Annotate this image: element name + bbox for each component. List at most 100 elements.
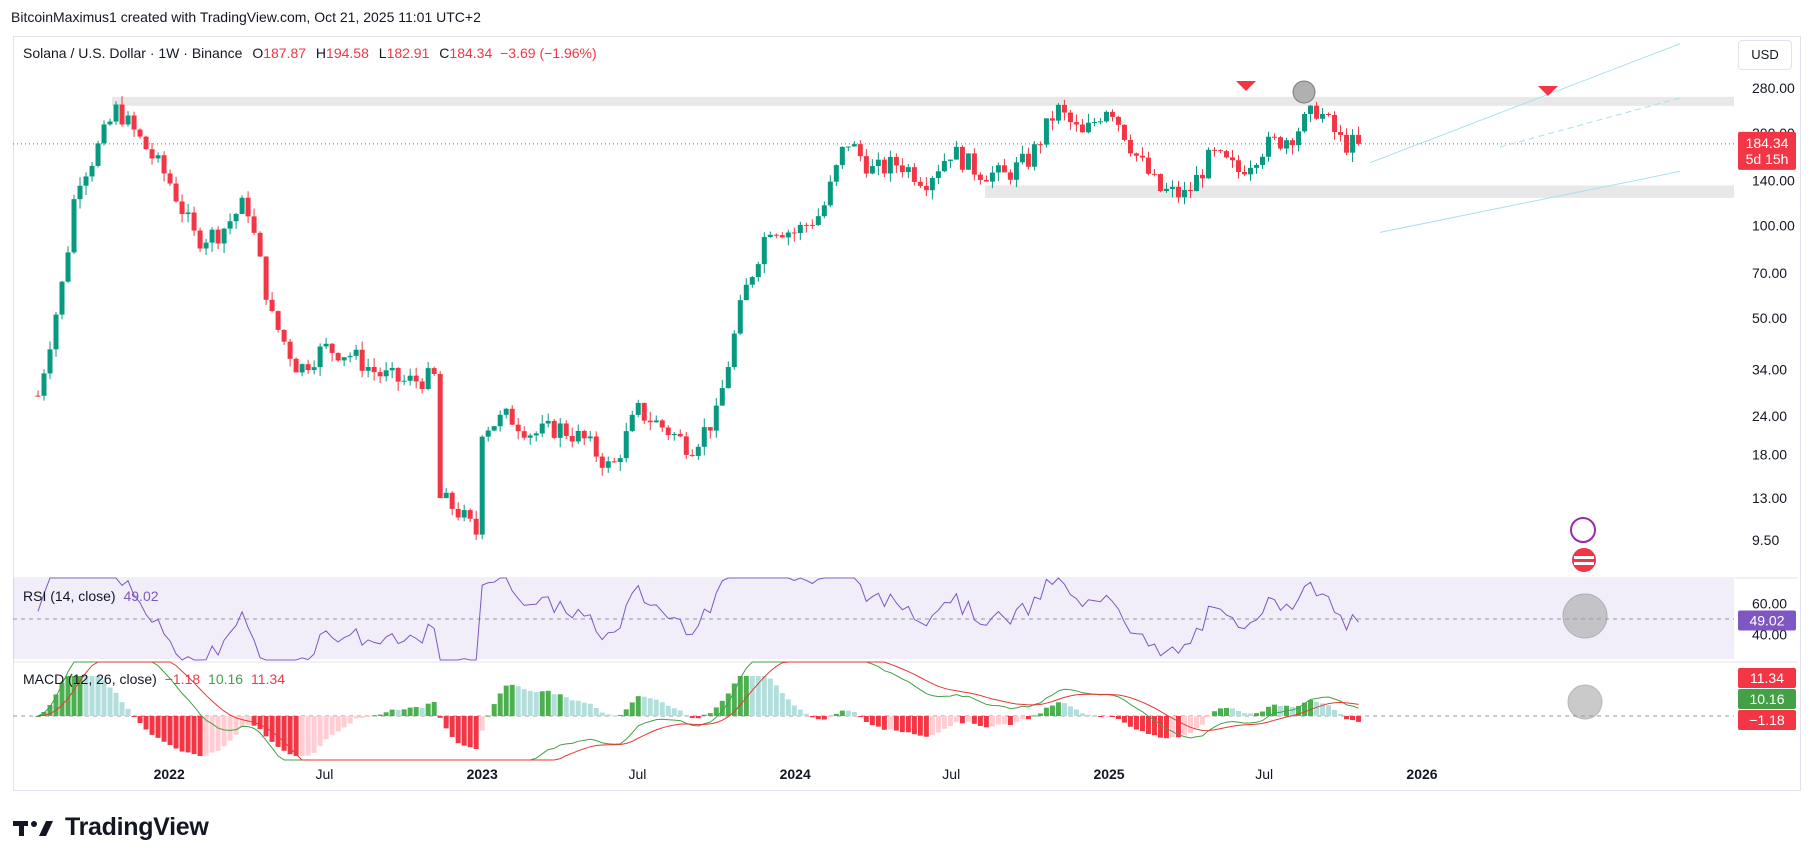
candlesticks: [35, 96, 1362, 541]
macd-histogram-bar: [461, 716, 467, 746]
macd-histogram-bar: [917, 716, 923, 736]
macd-histogram-bar: [515, 686, 521, 716]
candle-body: [53, 314, 59, 350]
macd-histogram-bar: [77, 676, 83, 716]
macd-histogram-bar: [335, 716, 341, 732]
macd-histogram-bar: [983, 716, 989, 728]
candle-body: [89, 165, 95, 177]
candle-body: [833, 165, 839, 182]
candle-body: [1302, 114, 1308, 132]
candle-body: [221, 228, 227, 244]
candle-body: [1031, 144, 1037, 167]
macd-histogram-bar: [383, 712, 389, 716]
macd-histogram-bar: [1181, 716, 1187, 736]
candle-body: [611, 461, 617, 463]
macd-histogram-bar: [155, 716, 161, 738]
macd-histogram-bar: [1061, 703, 1067, 716]
us-flag-stripe: [1574, 556, 1594, 559]
candle-body: [797, 224, 803, 234]
macd-histogram-bar: [815, 716, 821, 720]
y-tick-label: 70.00: [1752, 265, 1787, 281]
macd-histogram-bar: [1073, 709, 1079, 716]
candle-body: [107, 121, 113, 125]
macd-histogram-bar: [977, 716, 983, 726]
y-tick-label: 50.00: [1752, 310, 1787, 326]
macd-highlight-circle: [1567, 684, 1603, 720]
y-tick-label: 280.00: [1752, 80, 1795, 96]
macd-histogram-bar: [725, 693, 731, 716]
macd-signal-badge-text: −1.18: [1749, 712, 1785, 728]
candle-body: [533, 433, 539, 436]
macd-histogram-bar: [485, 715, 491, 717]
candle-body: [1338, 132, 1344, 135]
macd-histogram-bar: [203, 716, 209, 756]
macd-hist-badge: [1738, 668, 1796, 688]
currency-button[interactable]: USD: [1738, 40, 1792, 70]
candle-body: [983, 179, 989, 182]
macd-histogram-bar: [599, 712, 605, 716]
candle-body: [941, 160, 947, 172]
candle-body: [461, 510, 467, 518]
candle-body: [83, 176, 89, 186]
macd-histogram-bar: [89, 676, 95, 716]
macd-histogram-bar: [221, 716, 227, 747]
candle-body: [1284, 140, 1290, 149]
candle-body: [413, 375, 419, 382]
candle-body: [227, 221, 233, 229]
candle-body: [809, 224, 815, 226]
macd-histogram-bar: [347, 716, 353, 724]
candle-body: [1001, 165, 1007, 173]
macd-histogram-bar: [899, 716, 905, 733]
macd-histogram-bar: [125, 708, 131, 716]
attribution-text: BitcoinMaximus1 created with TradingView…: [11, 9, 481, 25]
macd-histogram-bar: [581, 702, 587, 716]
macd-histogram-bar: [641, 696, 647, 716]
macd-histogram-bar: [101, 680, 107, 716]
macd-histogram-bar: [713, 707, 719, 716]
candle-body: [491, 426, 497, 431]
candle-body: [923, 185, 929, 191]
macd-histogram-bar: [1217, 708, 1223, 716]
candle-body: [761, 236, 767, 265]
macd-histogram-bar: [881, 716, 887, 730]
candle-body: [1181, 190, 1187, 198]
macd-histogram-bar: [389, 709, 395, 716]
macd-histogram-bar: [707, 713, 713, 716]
candle-body: [713, 405, 719, 431]
macd-histogram-bar: [425, 703, 431, 716]
tradingview-logo[interactable]: TradingView: [13, 813, 209, 842]
macd-histogram-bar: [1079, 713, 1085, 716]
macd-histogram-bar: [473, 716, 479, 749]
candle-body: [371, 366, 377, 373]
macd-histogram-bar: [209, 716, 215, 753]
macd-histogram-bar: [623, 709, 629, 716]
macd-histogram-bar: [611, 715, 617, 717]
macd-histogram-bar: [845, 710, 851, 716]
macd-histogram-bar: [521, 689, 527, 716]
candle-body: [71, 199, 77, 253]
candle-body: [1242, 171, 1248, 175]
candle-body: [215, 229, 221, 244]
macd-histogram-bar: [779, 693, 785, 716]
candle-body: [359, 349, 365, 371]
macd-histogram-bar: [1229, 708, 1235, 716]
candle-body: [185, 212, 191, 215]
candle-body: [617, 458, 623, 463]
macd-histogram-bar: [227, 716, 233, 741]
candle-body: [1097, 121, 1103, 123]
candle-body: [803, 224, 809, 226]
macd-histogram-bar: [269, 716, 275, 742]
macd-histogram-bar: [1236, 710, 1241, 716]
candle-body: [605, 461, 611, 468]
macd-histogram-bar: [743, 676, 749, 716]
candle-body: [1187, 190, 1193, 192]
candle-body: [1055, 104, 1061, 121]
macd-histogram-bar: [1157, 716, 1163, 738]
macd-histogram-bar: [809, 716, 815, 718]
candle-body: [1151, 173, 1157, 175]
candle-body: [959, 146, 965, 170]
candle-body: [689, 454, 695, 456]
macd-histogram-bar: [563, 697, 569, 716]
